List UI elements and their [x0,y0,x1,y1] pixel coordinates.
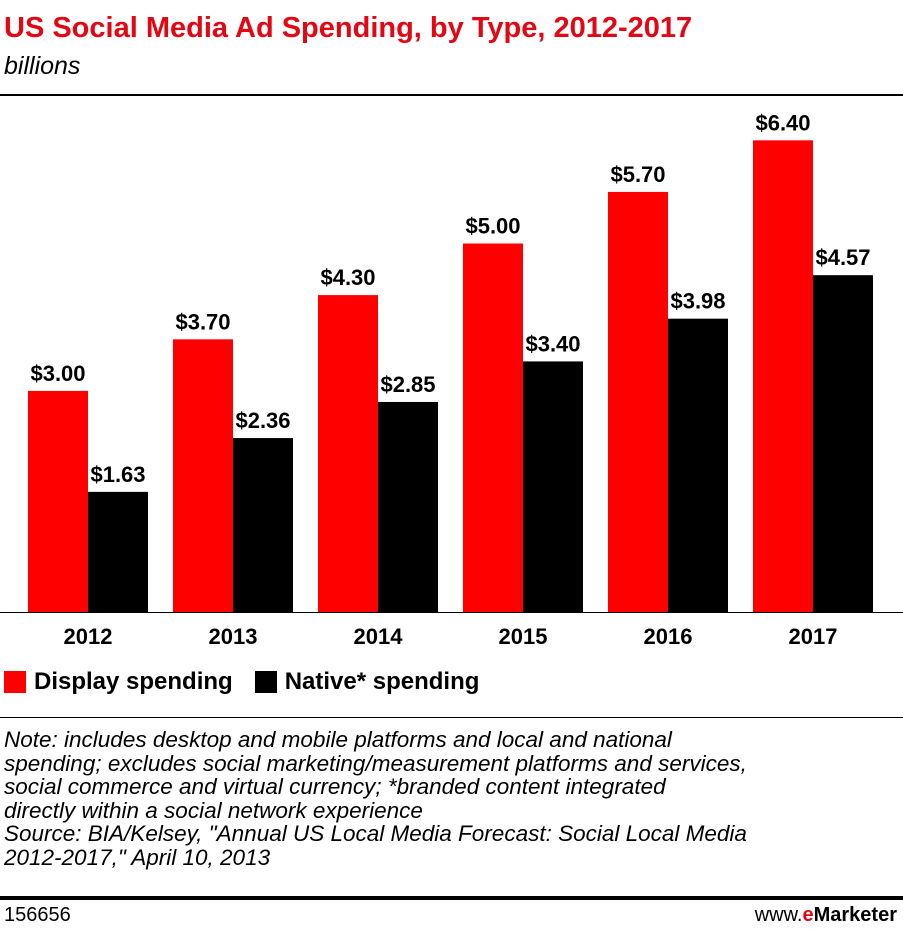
bar-display-2015 [463,243,523,612]
x-tick-label: 2012 [64,624,113,649]
bar-native-2015 [523,361,583,612]
data-label: $1.63 [90,462,145,487]
data-label: $6.40 [755,110,810,135]
bar-native-2013 [233,438,293,612]
legend-label-display: Display spending [34,668,233,695]
data-label: $5.00 [465,214,520,239]
bar-native-2012 [88,491,148,612]
bar-native-2017 [813,275,873,612]
chart-title: US Social Media Ad Spending, by Type, 20… [4,12,693,44]
bar-native-2014 [378,401,438,612]
data-label: $3.00 [30,361,85,386]
x-tick-label: 2013 [209,624,258,649]
bar-native-2016 [668,318,728,612]
x-tick-label: 2017 [789,624,838,649]
legend-swatch-display [4,671,26,693]
bar-display-2012 [28,390,88,612]
note-line: directly within a social network experie… [4,797,423,823]
data-label: $3.40 [525,331,580,356]
notes: Note: includes desktop and mobile platfo… [4,728,899,869]
x-tick-label: 2015 [499,624,548,649]
data-label: $3.70 [175,309,230,334]
notes-divider [0,717,903,718]
chart-subtitle: billions [4,52,81,80]
note-line: Note: includes desktop and mobile platfo… [4,727,672,752]
data-label: $2.36 [235,408,290,433]
chart-id: 156656 [4,904,71,926]
bar-display-2017 [753,140,813,612]
legend: Display spending Native* spending [4,668,479,696]
x-tick-label: 2016 [644,624,693,649]
data-label: $3.98 [670,289,725,314]
footer-divider [0,896,903,900]
data-label: $5.70 [610,162,665,187]
note-line: social commerce and virtual currency; *b… [4,774,666,799]
legend-swatch-native [254,671,277,693]
bar-display-2014 [318,295,378,612]
bar-display-2016 [608,191,668,612]
legend-label-native: Native* spending [284,668,480,695]
data-label: $2.85 [380,372,435,397]
note-line: spending; excludes social marketing/meas… [4,750,747,776]
data-label: $4.30 [320,265,375,290]
source-line: 2012-2017," April 10, 2013 [4,844,271,870]
bar-display-2013 [173,339,233,612]
data-label: $4.57 [815,245,870,270]
emarketer-logo: www.eMarketer [754,904,897,926]
top-divider [0,94,903,96]
x-tick-label: 2014 [354,624,404,649]
bar-chart: $3.00 $1.63 2012 $3.70 $2.36 2013 $4.30 $2.85 20… [0,110,903,649]
source-line: Source: BIA/Kelsey, "Annual US Local Med… [4,821,747,846]
